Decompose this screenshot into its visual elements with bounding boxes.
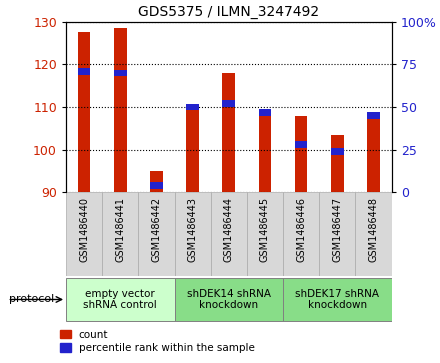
Bar <box>211 192 247 276</box>
Bar <box>283 278 392 321</box>
Bar <box>175 192 211 276</box>
Bar <box>356 192 392 276</box>
Bar <box>223 100 235 107</box>
Bar <box>295 141 308 148</box>
Bar <box>367 118 380 192</box>
Text: GSM1486447: GSM1486447 <box>332 197 342 262</box>
Title: GDS5375 / ILMN_3247492: GDS5375 / ILMN_3247492 <box>138 5 319 19</box>
Text: GSM1486448: GSM1486448 <box>369 197 378 262</box>
Text: GSM1486442: GSM1486442 <box>151 197 161 262</box>
Text: shDEK17 shRNA
knockdown: shDEK17 shRNA knockdown <box>295 289 379 310</box>
Bar <box>295 115 308 192</box>
Bar <box>367 112 380 119</box>
Bar <box>223 73 235 192</box>
Bar <box>186 104 199 110</box>
Bar <box>114 28 127 192</box>
Bar <box>150 182 163 189</box>
Bar <box>283 192 319 276</box>
Bar <box>331 148 344 155</box>
Text: GSM1486446: GSM1486446 <box>296 197 306 262</box>
Legend: count, percentile rank within the sample: count, percentile rank within the sample <box>58 327 257 355</box>
Bar <box>78 68 91 75</box>
Text: empty vector
shRNA control: empty vector shRNA control <box>84 289 157 310</box>
Text: GSM1486443: GSM1486443 <box>187 197 198 262</box>
Bar <box>259 109 271 115</box>
Text: GSM1486445: GSM1486445 <box>260 197 270 262</box>
Text: GSM1486441: GSM1486441 <box>115 197 125 262</box>
Bar <box>247 192 283 276</box>
Text: GSM1486440: GSM1486440 <box>79 197 89 262</box>
Bar <box>319 192 356 276</box>
Bar <box>331 135 344 192</box>
Bar <box>138 192 175 276</box>
Bar <box>186 107 199 192</box>
Text: GSM1486444: GSM1486444 <box>224 197 234 262</box>
Text: protocol: protocol <box>9 294 54 305</box>
Bar <box>66 278 175 321</box>
Bar <box>66 192 102 276</box>
Bar <box>114 70 127 76</box>
Text: shDEK14 shRNA
knockdown: shDEK14 shRNA knockdown <box>187 289 271 310</box>
Bar <box>78 32 91 192</box>
Bar <box>259 109 271 192</box>
Bar <box>102 192 138 276</box>
Bar <box>150 171 163 192</box>
Bar <box>175 278 283 321</box>
